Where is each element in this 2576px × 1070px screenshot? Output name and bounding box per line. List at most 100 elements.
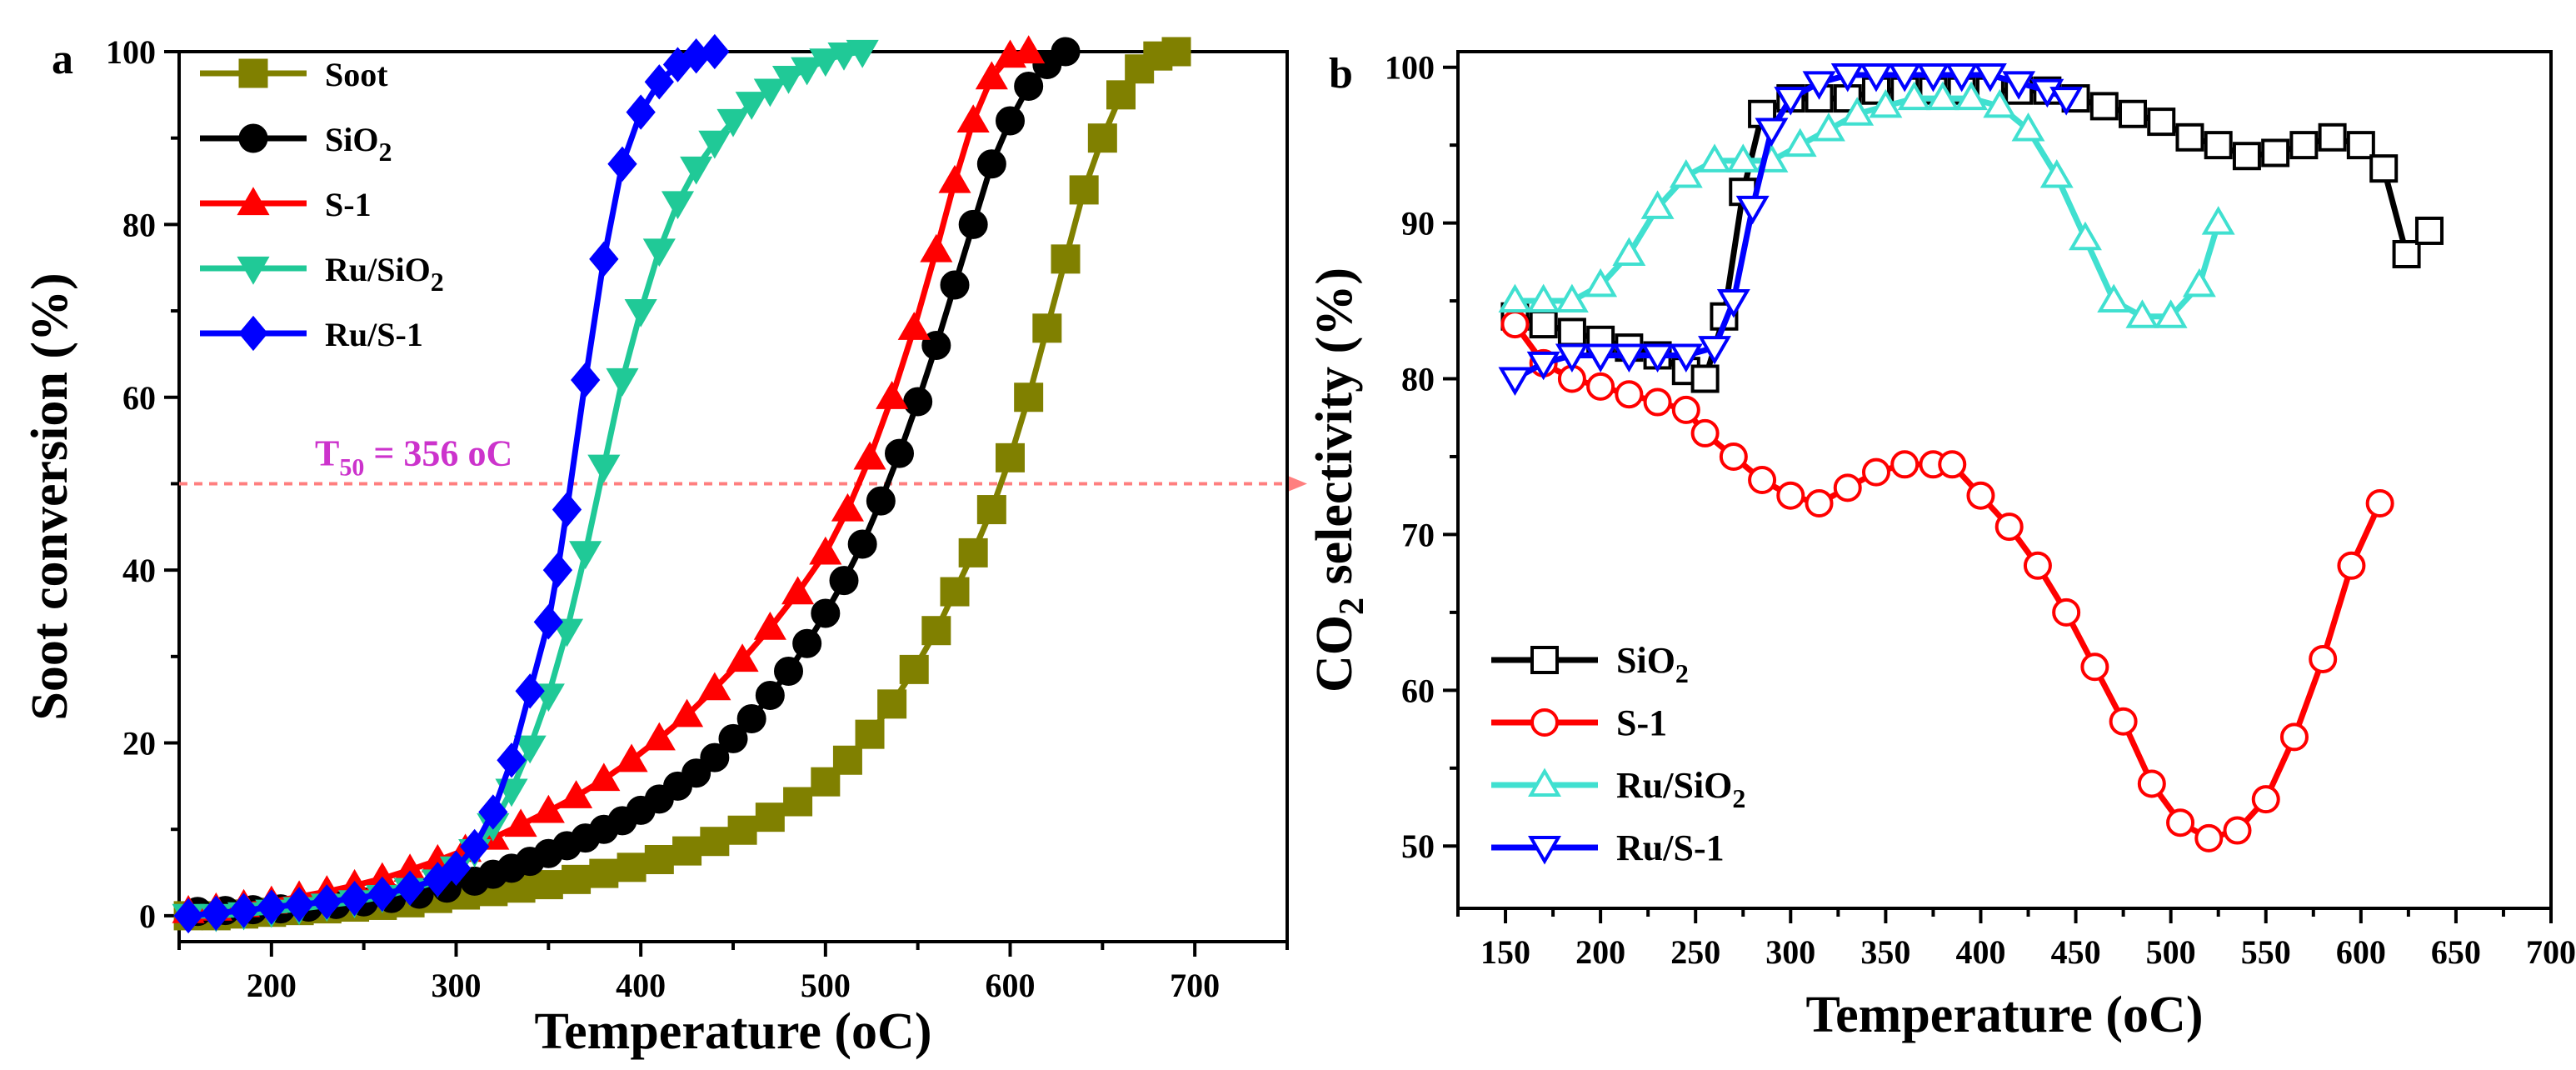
panel-label-part: b <box>1329 50 1353 98</box>
data-point <box>626 94 656 130</box>
legend-label: SiO2 <box>325 121 392 167</box>
data-point <box>791 57 824 86</box>
data-point <box>2039 159 2074 188</box>
panel-label-part: a <box>52 36 73 83</box>
data-point <box>2261 138 2290 168</box>
data-point <box>809 48 842 78</box>
data-point <box>831 492 865 522</box>
x-tick-label-part: 200 <box>247 967 297 1004</box>
data-point <box>1640 190 1675 219</box>
y-tick-label: 70 <box>1401 516 1435 553</box>
data-point <box>2201 206 2235 235</box>
legend-marker <box>238 123 268 153</box>
data-point <box>589 858 619 888</box>
data-point <box>1615 380 1644 409</box>
legend-label-part: Ru/S-1 <box>1616 828 1725 868</box>
data-point <box>958 538 988 568</box>
data-point <box>2175 122 2204 152</box>
t50-annotation: T50 = 356 oC <box>315 432 512 481</box>
data-point <box>1966 481 1995 510</box>
data-point <box>1698 143 1732 172</box>
data-point <box>1671 395 1700 424</box>
data-point <box>1698 336 1732 365</box>
data-point <box>1944 63 1979 92</box>
data-point <box>1776 481 1805 510</box>
x-tick-label-part: 400 <box>1955 933 2005 971</box>
legend-label: Ru/SiO2 <box>325 251 444 297</box>
x-tick-label: 650 <box>2431 933 2481 971</box>
data-point <box>726 643 759 672</box>
legend-label-part: S-1 <box>1616 702 1667 743</box>
data-point <box>2089 92 2119 121</box>
legend-label: Ru/SiO2 <box>1616 765 1745 813</box>
data-point <box>617 852 646 882</box>
data-point <box>755 802 785 832</box>
data-point <box>2080 652 2109 682</box>
x-tick-label-part: 300 <box>1765 933 1815 971</box>
data-point <box>2204 131 2233 160</box>
data-point <box>589 241 619 278</box>
data-point <box>1612 237 1646 266</box>
y-tick-label-part: 40 <box>122 552 156 589</box>
data-point <box>771 66 806 94</box>
data-point <box>1719 442 1748 471</box>
y-axis-title-part: 2 <box>1333 598 1371 615</box>
data-point <box>1861 458 1890 487</box>
data-point <box>1755 118 1789 147</box>
data-point <box>1669 159 1703 188</box>
x-axis-title-part: Temperature ( <box>1806 987 2124 1043</box>
data-point <box>2097 283 2131 313</box>
data-point <box>1012 35 1046 64</box>
y-tick-label-part: 90 <box>1401 205 1435 242</box>
y-tick-label: 80 <box>1401 361 1435 398</box>
data-point <box>1586 372 1615 401</box>
data-point <box>920 233 953 262</box>
legend-marker <box>238 315 268 352</box>
x-tick-label-part: 500 <box>2146 933 2196 971</box>
x-tick-label: 500 <box>801 967 851 1004</box>
data-point <box>1983 88 2017 118</box>
data-point <box>1087 123 1117 153</box>
y-tick-label: 100 <box>1385 49 1435 87</box>
data-point <box>624 298 657 328</box>
panel-a: 200 300 400 500 600 700 0 20 40 60 80 100 a Temperatu… <box>22 33 1307 1060</box>
y-tick-label: 0 <box>139 898 156 935</box>
data-point <box>940 270 970 300</box>
legend-item: Soot <box>200 56 388 93</box>
data-point <box>1925 81 1959 111</box>
data-point <box>1643 388 1672 417</box>
legend-marker <box>1530 708 1559 737</box>
data-point <box>2232 142 2261 171</box>
x-tick-label: 550 <box>2241 933 2291 971</box>
data-point <box>395 870 425 906</box>
data-point <box>1994 512 2024 542</box>
data-point <box>367 876 397 912</box>
data-point <box>1529 310 1558 339</box>
x-tick-label-part: 300 <box>432 967 482 1004</box>
data-point <box>1805 489 1834 518</box>
x-tick-label-part: 600 <box>986 967 1036 1004</box>
legend-item: S-1 <box>1491 702 1667 743</box>
data-point <box>1526 351 1560 381</box>
data-point <box>876 381 909 409</box>
legend-marker <box>238 58 268 88</box>
x-tick-label-part: 700 <box>2526 933 2576 971</box>
data-point <box>533 604 563 640</box>
data-point <box>877 689 907 719</box>
y-tick-label: 50 <box>1401 828 1435 865</box>
data-point <box>2137 769 2166 798</box>
legend-label-part: 2 <box>378 137 392 167</box>
y-tick-label: 40 <box>122 552 156 589</box>
y-tick-label-part: 50 <box>1401 828 1435 865</box>
data-point <box>938 164 971 193</box>
legend-label-part: S-1 <box>325 186 372 223</box>
data-point <box>753 611 786 640</box>
t50-annotation-part: T <box>315 432 339 473</box>
legend-marker <box>237 256 270 285</box>
data-point <box>1860 63 1893 92</box>
data-point <box>832 745 862 775</box>
data-point <box>885 438 914 468</box>
